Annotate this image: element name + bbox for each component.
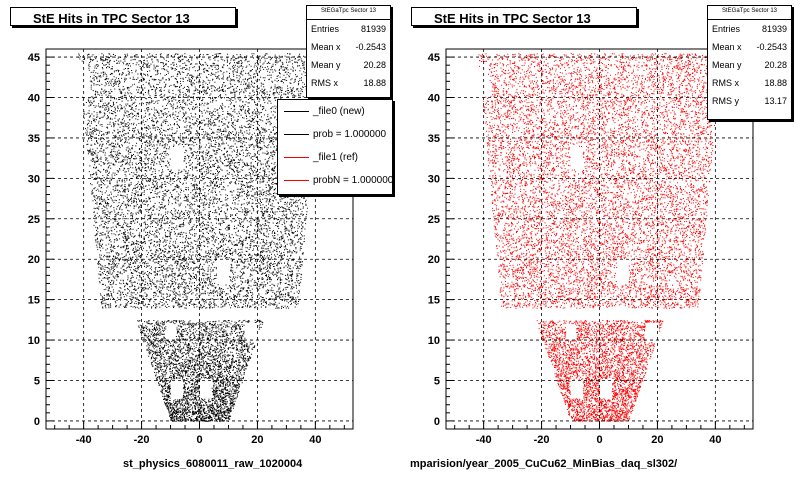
stats-value: -0.2543: [355, 42, 386, 52]
stats-label: Mean y: [712, 60, 742, 70]
stats-row: Entries 81939: [307, 20, 390, 38]
legend-label: _file1 (ref): [313, 152, 359, 163]
y-tick-label: 45: [28, 52, 40, 64]
stats-value: 81939: [360, 24, 386, 34]
stats-label: Mean x: [712, 42, 742, 52]
x-tick-label: -40: [76, 434, 92, 446]
x-tick-label: 0: [196, 434, 202, 446]
stats-row: RMS x 18.88: [708, 74, 791, 92]
stats-label: RMS y: [712, 96, 739, 106]
y-tick-label: 40: [28, 93, 40, 105]
legend-label: prob = 1.000000: [313, 129, 387, 140]
stats-label: RMS x: [712, 78, 739, 88]
stats-row: RMS y 13.17: [708, 92, 791, 110]
right-stats-box: StEGaTpc Sector 13 Entries 81939 Mean x -0.…: [707, 5, 792, 120]
y-tick-label: 10: [28, 335, 40, 347]
hit-points: [78, 53, 322, 422]
x-tick-label: -20: [134, 434, 150, 446]
stats-value: 18.88: [764, 78, 787, 88]
stats-label: Entries: [311, 24, 340, 34]
legend-swatch: [284, 157, 309, 158]
legend-entry: _file0 (new): [278, 100, 392, 123]
stats-row: Mean x -0.2543: [307, 38, 390, 56]
legend: _file0 (new) prob = 1.000000 _file1 (ref) p…: [277, 99, 393, 195]
stats-row: RMS x 18.88: [307, 74, 390, 92]
stats-row: Mean y 20.28: [708, 56, 791, 74]
stats-row: Mean y 20.28: [307, 56, 390, 74]
stats-row: Mean x -0.2543: [708, 38, 791, 56]
y-tick-label: 0: [34, 416, 40, 428]
x-tick-label: 40: [309, 434, 321, 446]
stats-label: Mean y: [311, 60, 341, 70]
stats-value: 13.17: [764, 96, 787, 106]
right-caption: mparision/year_2005_CuCu62_MinBias_daq_s…: [410, 458, 678, 470]
y-tick-label: 20: [28, 254, 40, 266]
legend-label: probN = 1.000000: [313, 175, 393, 186]
stats-value: 20.28: [363, 60, 386, 70]
legend-swatch: [284, 134, 309, 135]
stats-value: -0.2543: [756, 42, 787, 52]
y-tick-label: 25: [28, 214, 40, 226]
legend-label: _file0 (new): [313, 106, 365, 117]
stats-row: Entries 81939: [708, 20, 791, 38]
y-tick-label: 35: [28, 133, 40, 145]
y-tick-label: 5: [34, 375, 40, 387]
left-chart-title: StE Hits in TPC Sector 13: [10, 7, 236, 26]
legend-swatch: [284, 180, 309, 181]
stats-label: RMS x: [311, 78, 338, 88]
legend-entry: _file1 (ref): [278, 146, 392, 169]
stats-value: 18.88: [363, 78, 386, 88]
stats-name: StEGaTpc Sector 13: [708, 6, 791, 20]
legend-entry: prob = 1.000000: [278, 123, 392, 146]
left-stats-box: StEGaTpc Sector 13 Entries 81939 Mean x -0.…: [306, 5, 391, 98]
stats-label: Mean x: [311, 42, 341, 52]
stats-label: Entries: [712, 24, 741, 34]
stats-value: 81939: [761, 24, 787, 34]
y-tick-label: 15: [28, 295, 40, 307]
right-chart-title: StE Hits in TPC Sector 13: [411, 7, 637, 26]
left-caption: st_physics_6080011_raw_1020004: [123, 458, 303, 470]
x-tick-label: 20: [251, 434, 263, 446]
legend-entry: probN = 1.000000: [278, 169, 392, 192]
stats-value: 20.28: [764, 60, 787, 70]
stats-name: StEGaTpc Sector 13: [307, 6, 390, 20]
y-tick-label: 30: [28, 173, 40, 185]
legend-swatch: [284, 111, 309, 112]
